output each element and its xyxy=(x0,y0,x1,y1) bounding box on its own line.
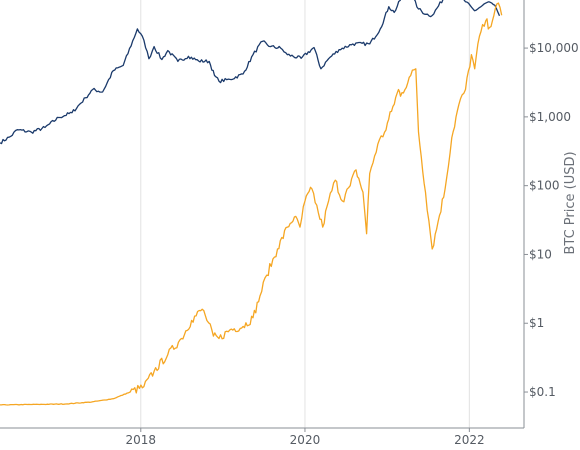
x-tick-label-2020: 2020 xyxy=(290,433,321,447)
y-tick-label-2: $10 xyxy=(529,247,552,261)
grid-lines xyxy=(140,0,470,428)
y-tick-labels: $0.1 $1 $10 $100 $1,000 $10,000 xyxy=(524,41,579,399)
y-axis-title: BTC Price (USD) xyxy=(563,151,578,254)
series-lines xyxy=(0,0,503,406)
y-tick-label-4: $1,000 xyxy=(529,110,571,124)
series-line-1 xyxy=(0,2,503,406)
y-tick-label-0: $0.1 xyxy=(529,385,556,399)
y-tick-label-1: $1 xyxy=(529,316,544,330)
x-tick-label-2018: 2018 xyxy=(126,433,157,447)
x-tick-labels: 2018 2020 2022 xyxy=(126,428,485,447)
y-tick-label-5: $10,000 xyxy=(529,41,579,55)
x-tick-label-2022: 2022 xyxy=(454,433,485,447)
y-tick-label-3: $100 xyxy=(529,179,560,193)
series-line-0 xyxy=(0,0,501,145)
